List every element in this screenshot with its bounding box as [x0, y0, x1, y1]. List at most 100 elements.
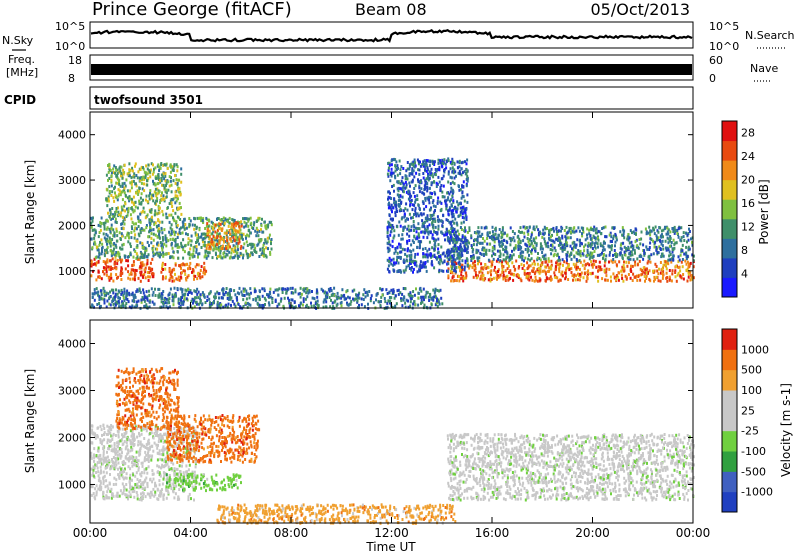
echo-cell — [134, 233, 137, 237]
echo-cell — [601, 249, 604, 252]
echo-cell — [630, 240, 633, 244]
echo-cell — [432, 223, 435, 227]
echo-cell — [404, 225, 407, 229]
echo-cell — [425, 177, 428, 181]
echo-cell — [259, 239, 262, 243]
echo-cell — [459, 248, 462, 252]
echo-cell — [232, 244, 235, 248]
echo-cell — [420, 230, 423, 234]
echo-cell — [474, 264, 477, 268]
echo-cell — [132, 255, 135, 259]
echo-cell — [169, 276, 172, 280]
echo-cell — [603, 269, 606, 273]
echo-cell — [116, 198, 119, 202]
echo-cell — [467, 245, 469, 249]
echo-cell — [501, 260, 504, 264]
echo-cell — [688, 230, 691, 233]
echo-cell — [412, 163, 415, 167]
echo-cell — [465, 184, 468, 188]
echo-cell — [184, 272, 187, 276]
echo-cell — [538, 269, 541, 273]
echo-cell — [254, 246, 257, 250]
echo-cell — [531, 248, 533, 252]
echo-cell — [214, 296, 217, 299]
echo-cell — [160, 179, 163, 183]
echo-cell — [657, 230, 660, 234]
echo-cell — [406, 227, 409, 231]
echo-cell — [575, 243, 578, 247]
echo-cell — [195, 302, 198, 306]
echo-cell — [116, 258, 119, 262]
echo-cell — [464, 208, 467, 212]
echo-cell — [585, 279, 588, 283]
echo-cell — [113, 231, 116, 235]
echo-cell — [229, 288, 232, 291]
echo-cell — [506, 274, 509, 278]
echo-cell — [609, 251, 611, 254]
echo-cell — [327, 287, 330, 291]
echo-cell — [257, 234, 260, 238]
echo-cell — [135, 191, 138, 195]
echo-cell — [126, 189, 129, 193]
echo-cell — [535, 236, 538, 240]
echo-cell — [271, 301, 274, 304]
echo-cell — [387, 206, 390, 210]
echo-cell — [208, 245, 211, 249]
echo-cell — [171, 255, 174, 259]
echo-cell — [607, 244, 610, 248]
echo-cell — [538, 257, 541, 260]
echo-cell — [594, 246, 597, 250]
echo-cell — [249, 231, 252, 235]
echo-cell — [119, 271, 122, 275]
echo-cell — [108, 267, 111, 271]
echo-cell — [115, 229, 118, 233]
echo-cell — [436, 305, 439, 308]
echo-cell — [236, 298, 239, 302]
echo-cell — [531, 262, 534, 266]
echo-cell — [168, 202, 171, 206]
echo-cell — [448, 258, 451, 262]
echo-cell — [496, 273, 499, 277]
echo-cell — [410, 162, 413, 166]
echo-cell — [203, 268, 206, 272]
frequency-panel: Freq. [MHz] 18 8 60 0 Nave — [6, 53, 778, 85]
echo-cell — [545, 244, 548, 248]
nave-right-tick-bottom: 0 — [709, 72, 716, 85]
echo-cell — [648, 277, 651, 281]
echo-cell — [610, 235, 613, 239]
echo-cell — [211, 243, 214, 247]
echo-cell — [193, 289, 196, 293]
echo-cell — [428, 201, 431, 205]
echo-cell — [149, 189, 152, 193]
echo-cell — [642, 243, 645, 247]
echo-cell — [419, 240, 422, 244]
echo-cell — [148, 244, 150, 248]
echo-cell — [419, 208, 421, 212]
echo-cell — [637, 275, 640, 278]
echo-cell — [412, 270, 414, 274]
echo-cell — [294, 290, 297, 294]
echo-cell — [306, 295, 309, 299]
echo-cell — [386, 172, 389, 176]
echo-cell — [558, 265, 561, 269]
echo-cell — [161, 242, 164, 246]
echo-cell — [228, 229, 231, 232]
echo-cell — [164, 234, 167, 238]
echo-cell — [656, 236, 658, 240]
echo-cell — [220, 229, 223, 232]
echo-cell — [494, 226, 497, 230]
echo-cell — [249, 216, 252, 220]
echo-cell — [113, 297, 116, 301]
echo-cell — [203, 293, 206, 297]
echo-cell — [173, 164, 176, 168]
echo-cell — [436, 299, 438, 303]
echo-cell — [122, 296, 125, 300]
echo-cell — [530, 235, 533, 239]
echo-cell — [132, 277, 134, 281]
echo-cell — [105, 293, 107, 297]
echo-cell — [560, 229, 562, 233]
echo-cell — [494, 232, 497, 236]
echo-cell — [442, 213, 445, 217]
echo-cell — [130, 182, 133, 186]
echo-cell — [329, 287, 332, 290]
